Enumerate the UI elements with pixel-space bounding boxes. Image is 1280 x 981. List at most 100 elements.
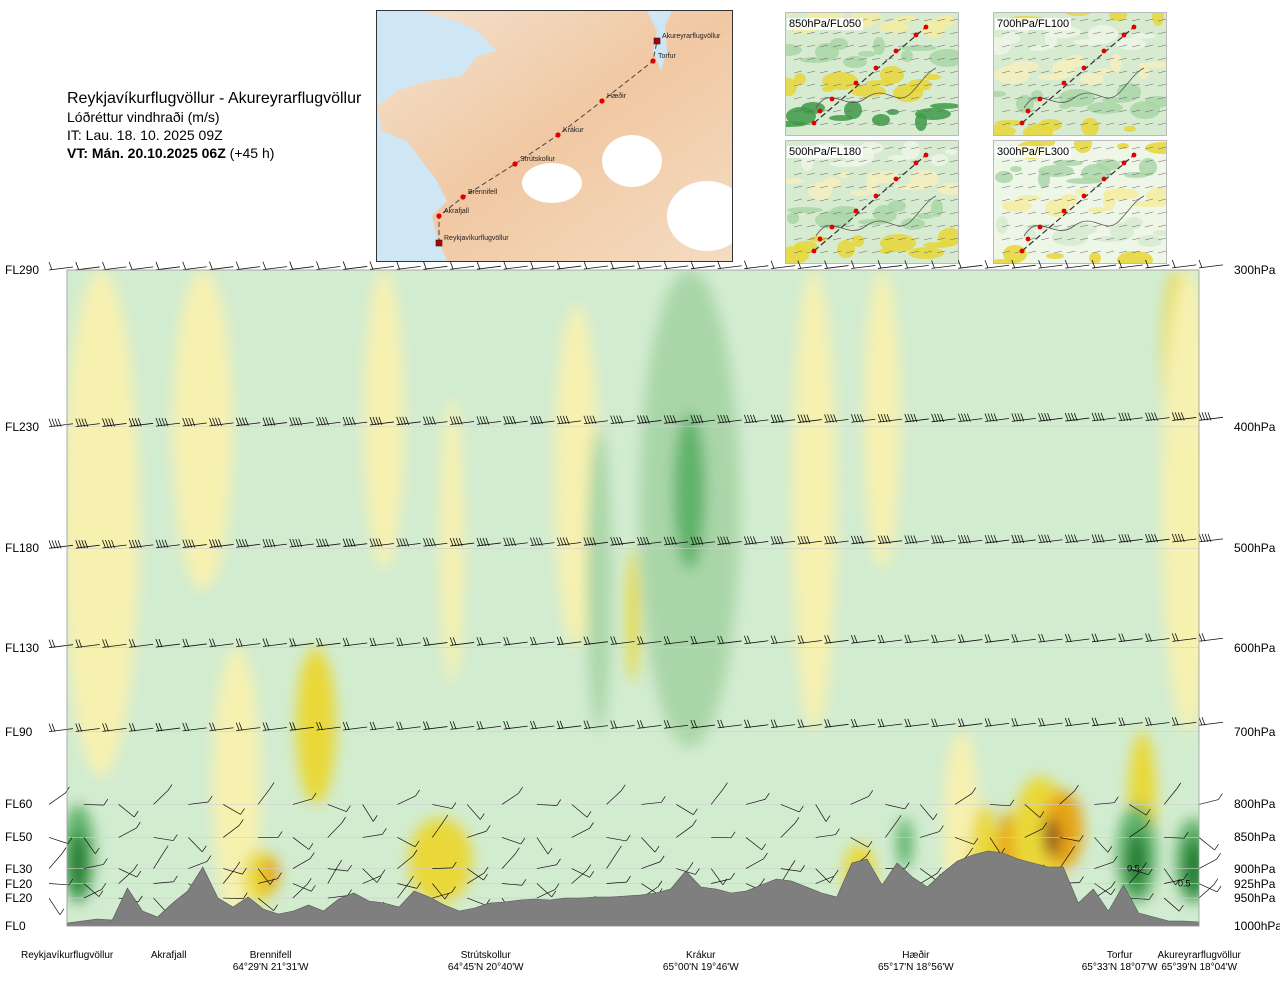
wind-barb-shaft	[102, 423, 127, 427]
wind-barb-feather	[235, 861, 241, 869]
wind-barb	[536, 858, 561, 869]
wind-barb-feather	[533, 537, 537, 546]
wind-barb	[118, 863, 138, 884]
wind-barb	[610, 636, 635, 645]
field-patch	[837, 240, 855, 258]
wind-barb	[262, 538, 288, 548]
wind-barb-feather	[984, 634, 989, 643]
field-patch	[879, 21, 909, 33]
wind-barb-feather	[720, 536, 724, 545]
wind-barb-feather	[1070, 412, 1075, 422]
mini-wind-barb	[1027, 44, 1037, 48]
wind-barb-shaft	[75, 728, 100, 732]
wind-barb-feather	[372, 815, 378, 822]
wind-barb-shaft	[48, 837, 69, 844]
mini-wind-barb	[1118, 172, 1128, 176]
mini-wind-barb	[1066, 172, 1076, 176]
wind-barb	[222, 861, 241, 884]
wind-barb-feather	[1124, 412, 1129, 421]
wind-barb-feather	[636, 415, 641, 424]
wind-barb-shaft	[1091, 417, 1117, 422]
wind-barb-shaft	[1059, 851, 1072, 869]
wind-barb-feather	[1171, 412, 1176, 421]
field-patch	[1088, 25, 1118, 43]
wind-barb-feather	[1198, 717, 1203, 726]
wind-barb-feather	[451, 886, 456, 893]
wind-barb-feather	[931, 260, 935, 269]
title-block: Reykjavíkurflugvöllur - Akureyrarflugvöl…	[67, 90, 361, 162]
mini-wind-barb	[1105, 31, 1115, 35]
mini-wind-barb	[1157, 18, 1166, 22]
mini-wind-barb	[910, 224, 920, 228]
wind-barb-feather	[108, 539, 112, 549]
mini-wind-barb	[819, 250, 829, 254]
wind-barb-feather	[760, 878, 765, 885]
wind-barb-shaft	[467, 897, 486, 906]
wind-barb-feather	[880, 413, 885, 423]
wind-barb	[770, 635, 796, 645]
wind-barb-shaft	[815, 868, 831, 883]
wind-barb-feather	[1183, 831, 1189, 839]
wind-barb-shaft	[1094, 883, 1112, 895]
wind-barb-feather	[1121, 534, 1126, 543]
wind-barb	[1198, 717, 1224, 726]
wind-barb-feather	[1171, 259, 1176, 269]
wind-barb-shaft	[450, 265, 475, 270]
wind-barb-feather	[1201, 533, 1206, 543]
wind-barb-feather	[642, 536, 647, 546]
wind-barb	[188, 855, 212, 869]
wind-barb-feather	[426, 416, 430, 425]
wind-barb-shaft	[1038, 638, 1063, 643]
wind-barb	[610, 415, 635, 424]
wind-barb	[182, 722, 207, 732]
wind-barb-feather	[238, 722, 243, 731]
waypoint-label: Torfur	[658, 53, 677, 60]
wind-barb-feather	[311, 885, 316, 892]
wind-barb-shaft	[1129, 868, 1143, 884]
wind-barb	[583, 636, 608, 646]
wind-barb	[1091, 534, 1117, 543]
mini-wind-barb	[910, 172, 920, 176]
wind-barb-shaft	[571, 804, 588, 818]
mini-wind-barb	[832, 250, 842, 254]
wind-barb-feather	[136, 821, 141, 829]
wind-barb	[824, 260, 849, 269]
wind-barb	[957, 260, 983, 269]
mini-wind-barb	[923, 18, 933, 22]
wind-barb	[48, 639, 74, 649]
wind-barb-shaft	[851, 265, 876, 269]
wind-barb	[606, 784, 626, 805]
wind-barb-feather	[342, 637, 347, 647]
mini-wind-barb	[1014, 70, 1024, 74]
wind-barb-feather	[1142, 862, 1147, 869]
wind-barb-feather	[693, 635, 698, 645]
wind-barb-shaft	[931, 264, 956, 269]
wind-barb	[423, 261, 448, 270]
wind-barb	[636, 636, 662, 645]
mini-map-label: 850hPa/FL050	[787, 18, 864, 30]
wind-barb	[1163, 897, 1184, 912]
wind-barb-shaft	[606, 837, 627, 842]
wind-barb-feather	[396, 538, 401, 547]
wind-barb	[128, 261, 154, 271]
field-patch	[1116, 38, 1146, 50]
mini-wind-barb	[806, 57, 816, 61]
wind-barb	[1129, 868, 1153, 876]
wind-barb-shaft	[155, 643, 181, 648]
wind-barb-feather	[730, 872, 735, 880]
mini-wind-barb	[910, 96, 920, 100]
wind-barb	[289, 417, 314, 426]
wind-barb-shaft	[450, 542, 475, 547]
wind-barb	[501, 879, 527, 886]
mini-wind-barb	[1014, 159, 1024, 163]
mini-wind-barb	[1157, 83, 1166, 87]
wind-barb	[877, 718, 903, 728]
wind-barb-shaft	[797, 724, 822, 728]
mini-wind-barb	[793, 224, 803, 228]
wind-barb-feather	[533, 636, 537, 646]
wind-barb-feather	[102, 418, 106, 427]
mini-wind-barb	[871, 172, 881, 176]
mini-wind-barb	[923, 185, 933, 189]
wind-barb-feather	[212, 417, 216, 426]
wind-barb-shaft	[369, 543, 394, 547]
